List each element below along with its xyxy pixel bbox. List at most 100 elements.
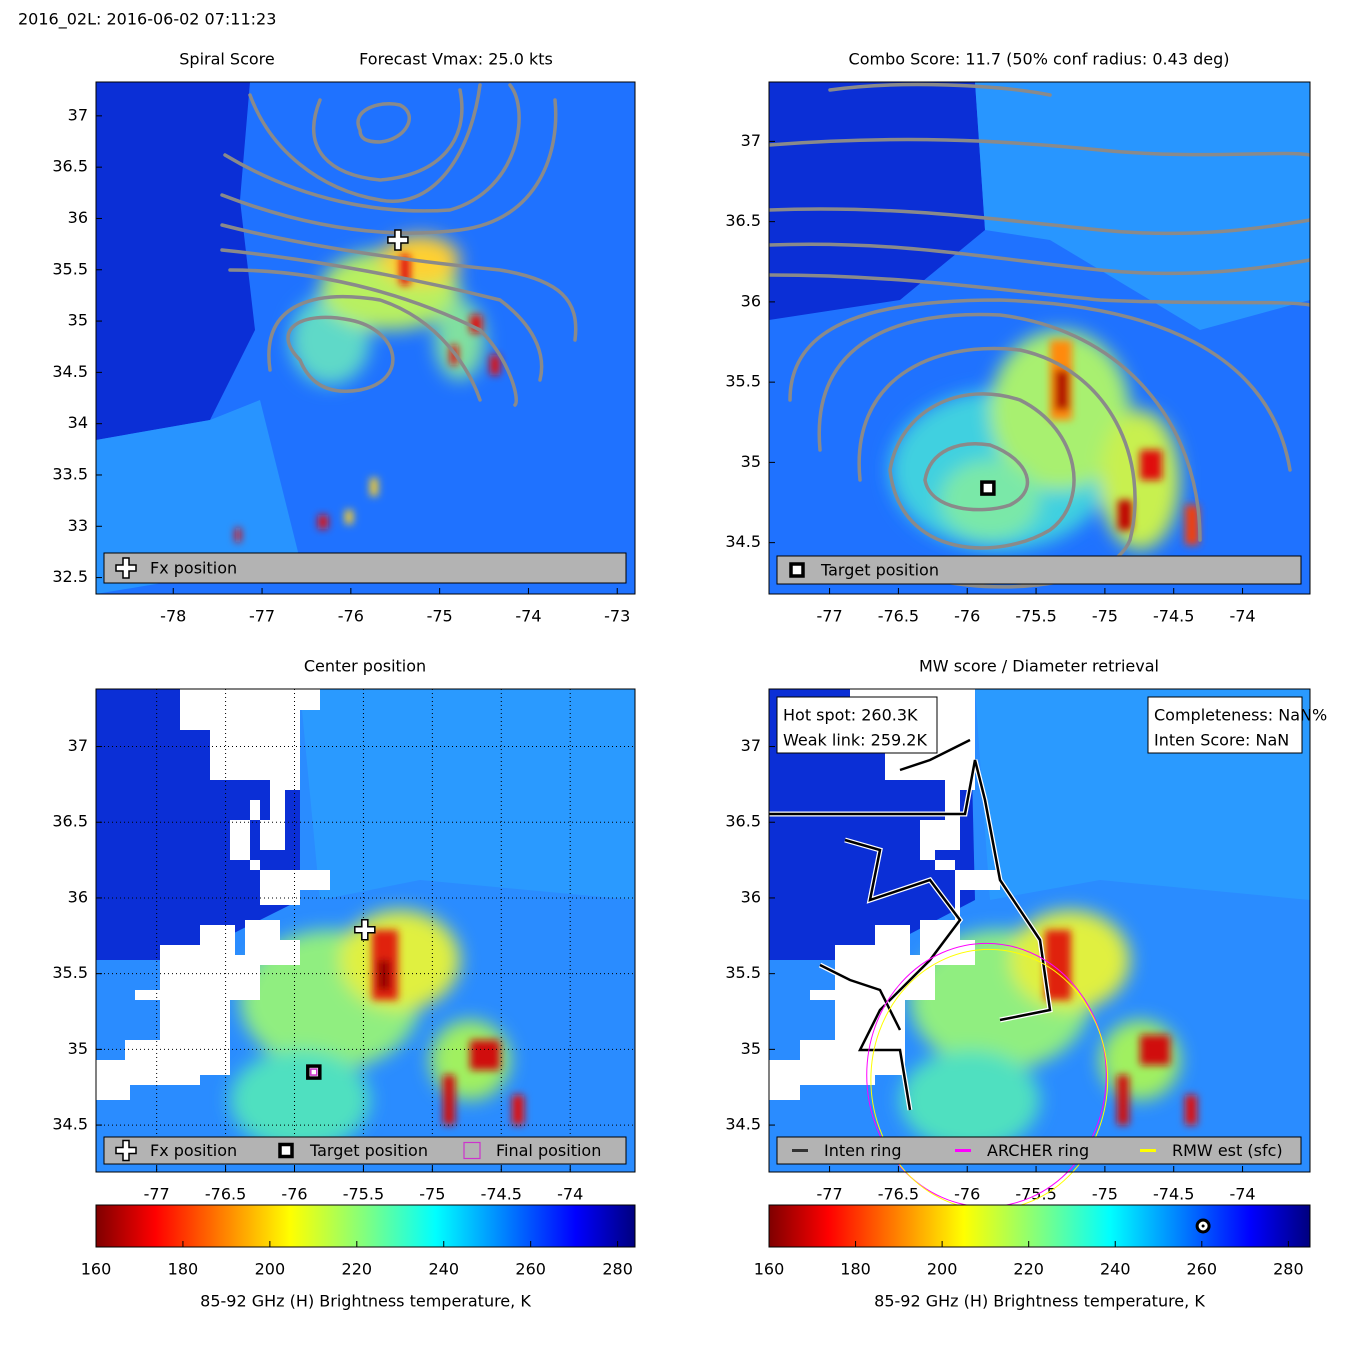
- y-tick-label: 35.5: [52, 963, 88, 982]
- hot-spot-marker-dot: [1201, 1224, 1205, 1228]
- y-tick-label: 35: [68, 311, 88, 330]
- legend-label: Fx position: [150, 559, 237, 578]
- y-tick-label: 35.5: [725, 372, 761, 391]
- legend-label: Final position: [496, 1141, 601, 1160]
- y-tick-label: 36: [68, 887, 88, 906]
- colorbar: [95, 1204, 636, 1248]
- brightness-image: [96, 689, 635, 1172]
- colorbar-tick-label: 260: [515, 1260, 546, 1279]
- annotation-box: [1147, 696, 1303, 754]
- x-tick-label: -75: [1092, 1185, 1118, 1204]
- y-tick-label: 35: [741, 1039, 761, 1058]
- fx-position-marker: [387, 229, 409, 251]
- brightness-image: [96, 82, 635, 594]
- legend-label: ARCHER ring: [987, 1141, 1089, 1160]
- x-tick-label: -76: [281, 1185, 307, 1204]
- y-tick-label: 34.5: [52, 1115, 88, 1134]
- brightness-image: [769, 689, 1310, 1172]
- y-tick-label: 35: [68, 1039, 88, 1058]
- colorbar: [768, 1204, 1311, 1248]
- plot-frame: [768, 688, 1311, 1173]
- x-tick-label: -75: [419, 1185, 445, 1204]
- legend-label: Target position: [309, 1141, 428, 1160]
- panel-title: MW score / Diameter retrieval: [919, 657, 1159, 676]
- y-tick-label: 36.5: [52, 812, 88, 831]
- y-tick-label: 34: [68, 413, 88, 432]
- panel-title: Combo Score: 11.7 (50% conf radius: 0.43…: [849, 50, 1230, 69]
- x-tick-label: -76: [338, 607, 364, 626]
- y-tick-label: 36: [741, 887, 761, 906]
- brightness-image: [769, 82, 1310, 594]
- y-tick-label: 34.5: [52, 362, 88, 381]
- annotation: Inten Score: NaN: [1154, 731, 1289, 750]
- x-tick-label: -76.5: [878, 1185, 919, 1204]
- colorbar-tick-label: 180: [168, 1260, 199, 1279]
- x-tick-label: -74.5: [1153, 1185, 1194, 1204]
- x-tick-label: -76: [954, 1185, 980, 1204]
- colorbar-tick-label: 200: [255, 1260, 286, 1279]
- annotation: Weak link: 259.2K: [783, 731, 927, 750]
- panel-subtitle: Forecast Vmax: 25.0 kts: [359, 50, 553, 69]
- legend-box: [103, 1136, 627, 1165]
- x-tick-label: -78: [160, 607, 186, 626]
- legend-box: [776, 555, 1302, 585]
- colorbar-tick-label: 160: [81, 1260, 112, 1279]
- annotation-box: [776, 696, 938, 754]
- colorbar-tick-label: 180: [840, 1260, 871, 1279]
- plot-frame: [95, 688, 636, 1173]
- y-tick-label: 35: [741, 452, 761, 471]
- y-tick-label: 36: [68, 208, 88, 227]
- plot-frame: [768, 81, 1311, 595]
- x-tick-label: -77: [816, 607, 842, 626]
- x-tick-label: -74: [515, 607, 541, 626]
- y-tick-label: 33: [68, 516, 88, 535]
- final-position-marker: [310, 1068, 318, 1076]
- legend-box: [103, 552, 627, 584]
- y-tick-label: 37: [741, 736, 761, 755]
- x-tick-label: -75.5: [1015, 607, 1056, 626]
- y-tick-label: 32.5: [52, 567, 88, 586]
- target-position-marker: [306, 1064, 322, 1080]
- legend-icon: [789, 562, 805, 578]
- x-tick-label: -76: [954, 607, 980, 626]
- header: 2016_02L: 2016-06-02 07:11:23: [18, 10, 276, 30]
- colorbar-label: 85-92 GHz (H) Brightness temperature, K: [200, 1292, 531, 1311]
- y-tick-label: 36.5: [725, 812, 761, 831]
- colorbar-tick-label: 280: [1273, 1260, 1304, 1279]
- y-tick-label: 33.5: [52, 464, 88, 483]
- y-tick-label: 34.5: [725, 1115, 761, 1134]
- legend-label: Target position: [820, 561, 939, 580]
- x-tick-label: -74: [557, 1185, 583, 1204]
- legend-label: Fx position: [150, 1141, 237, 1160]
- x-tick-label: -74.5: [481, 1185, 522, 1204]
- fx-position-marker: [354, 918, 376, 941]
- x-tick-label: -75.5: [343, 1185, 384, 1204]
- x-tick-label: -74.5: [1153, 607, 1194, 626]
- x-tick-label: -76.5: [205, 1185, 246, 1204]
- x-tick-label: -75: [427, 607, 453, 626]
- colorbar-tick-label: 260: [1187, 1260, 1218, 1279]
- legend-icon: [115, 557, 137, 579]
- colorbar-tick-label: 160: [754, 1260, 785, 1279]
- legend-label: Inten ring: [824, 1141, 902, 1160]
- colorbar-tick-label: 240: [1100, 1260, 1131, 1279]
- y-tick-label: 37: [68, 736, 88, 755]
- legend-box: [776, 1136, 1302, 1165]
- plot-frame: [95, 81, 636, 595]
- x-tick-label: -77: [816, 1185, 842, 1204]
- colorbar-tick-label: 240: [428, 1260, 459, 1279]
- annotation: Completeness: NaN%: [1154, 706, 1327, 725]
- annotation: Hot spot: 260.3K: [783, 706, 918, 725]
- x-tick-label: -77: [249, 607, 275, 626]
- x-tick-label: -76.5: [878, 607, 919, 626]
- colorbar-label: 85-92 GHz (H) Brightness temperature, K: [874, 1292, 1205, 1311]
- colorbar-tick-label: 220: [342, 1260, 373, 1279]
- legend-icon: [278, 1142, 294, 1159]
- legend-icon: [115, 1139, 137, 1162]
- target-position-marker: [980, 480, 996, 496]
- y-tick-label: 36.5: [52, 157, 88, 176]
- colorbar-tick-label: 200: [927, 1260, 958, 1279]
- y-tick-label: 37: [68, 105, 88, 124]
- colorbar-tick-label: 280: [602, 1260, 633, 1279]
